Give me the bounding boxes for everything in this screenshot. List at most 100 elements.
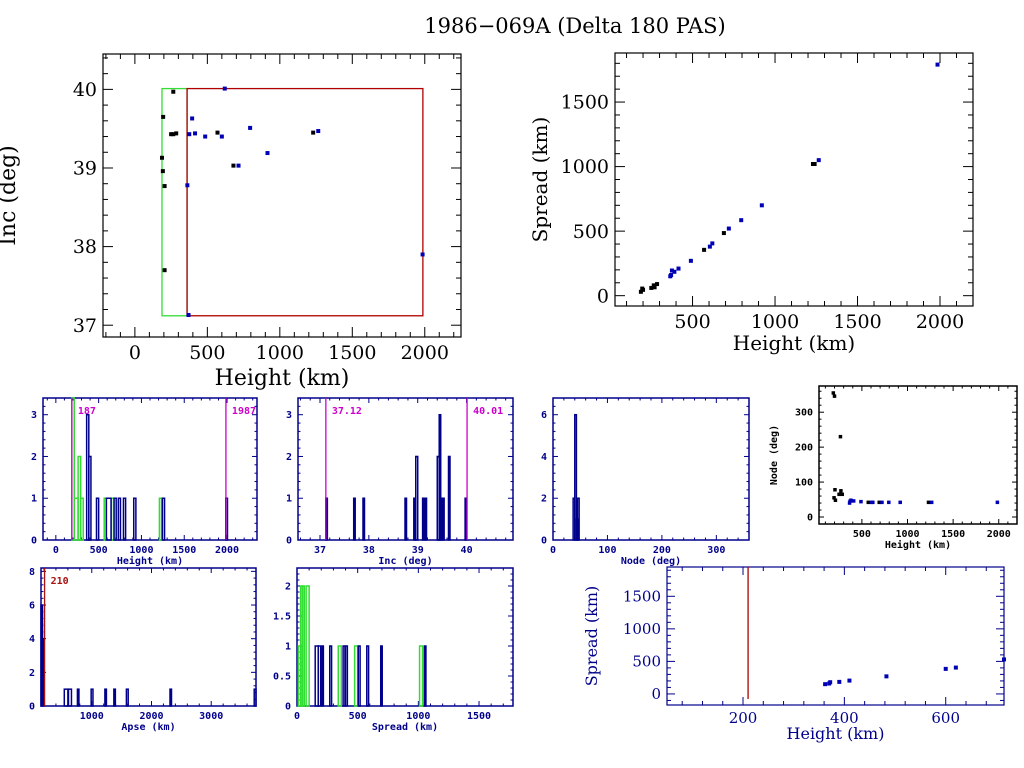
data-point bbox=[710, 241, 715, 246]
x-tick-label: 200 bbox=[653, 545, 671, 556]
x-tick-label: 500 bbox=[853, 529, 871, 540]
histogram-bin bbox=[301, 585, 306, 707]
y-tick-label: 300 bbox=[795, 408, 813, 419]
data-point bbox=[688, 258, 693, 263]
histogram-bin bbox=[305, 585, 310, 707]
x-axis-label: Height (km) bbox=[787, 724, 885, 743]
y-tick-label: 2 bbox=[286, 452, 292, 463]
x-tick-label: 1500 bbox=[172, 545, 196, 556]
y-tick-label: 4 bbox=[541, 452, 547, 463]
x-tick-label: 500 bbox=[674, 311, 710, 333]
plot-frame bbox=[40, 567, 257, 707]
histogram-bin bbox=[113, 688, 117, 707]
y-tick-label: 40 bbox=[73, 79, 97, 101]
data-point bbox=[739, 218, 744, 223]
chart-spread-vs-height-zoom: 200 400 600 0 500 1000 1500 Height (km) Spread (… bbox=[582, 566, 1006, 743]
data-point bbox=[849, 498, 853, 502]
data-point bbox=[236, 163, 241, 168]
y-tick-label: 6 bbox=[29, 601, 35, 612]
data-point bbox=[190, 116, 195, 121]
histogram-bin bbox=[104, 688, 108, 707]
data-point bbox=[726, 226, 731, 231]
histogram-bin bbox=[90, 688, 94, 707]
y-tick-label: 1 bbox=[286, 494, 292, 505]
data-point bbox=[831, 391, 836, 395]
y-axis-label: Node (deg) bbox=[769, 425, 780, 485]
x-tick-label: 2000 bbox=[987, 529, 1011, 540]
red-box bbox=[186, 87, 424, 317]
data-point bbox=[1002, 657, 1006, 662]
data-point bbox=[161, 114, 166, 119]
x-tick-label: 1500 bbox=[328, 342, 376, 364]
histogram-bin bbox=[317, 645, 322, 707]
marker-label: 187 bbox=[78, 406, 96, 417]
x-tick-label: 37 bbox=[314, 545, 326, 556]
x-tick-label: 500 bbox=[90, 545, 108, 556]
histogram-bin bbox=[344, 645, 349, 707]
data-point bbox=[840, 492, 845, 497]
y-tick-label: 1500 bbox=[561, 92, 609, 114]
data-point bbox=[649, 285, 654, 290]
y-tick-label: 0.5 bbox=[273, 672, 291, 683]
data-point bbox=[669, 273, 674, 278]
x-axis-label: Apse (km) bbox=[121, 722, 175, 733]
data-point bbox=[186, 312, 191, 317]
histogram-bin bbox=[574, 413, 578, 541]
data-point bbox=[193, 131, 198, 136]
histogram-bin bbox=[424, 497, 428, 541]
y-tick-label: 0 bbox=[286, 536, 292, 547]
x-tick-label: 0 bbox=[129, 342, 141, 364]
histogram-bin bbox=[297, 645, 302, 707]
x-tick-label: 200 bbox=[729, 709, 758, 727]
y-tick-label: 1 bbox=[31, 494, 37, 505]
chart-apse-histogram: 1000 2000 3000 0 2 4 6 8 Apse (km) 210 bbox=[29, 567, 257, 733]
histogram-bin bbox=[353, 645, 359, 707]
histogram-bin bbox=[576, 497, 580, 541]
histogram-bin bbox=[362, 497, 366, 541]
histogram-bin bbox=[329, 645, 333, 707]
data-point bbox=[832, 496, 836, 500]
y-tick-label: 2 bbox=[31, 452, 37, 463]
histogram-bin bbox=[63, 688, 69, 707]
histogram-bin bbox=[423, 645, 427, 707]
x-axis-label: Node (deg) bbox=[621, 556, 681, 567]
histogram-bin bbox=[404, 497, 408, 541]
x-tick-label: 500 bbox=[189, 342, 225, 364]
figure-title: 1986−069A (Delta 180 PAS) bbox=[424, 14, 726, 38]
data-point bbox=[162, 184, 167, 189]
data-point bbox=[159, 155, 164, 160]
plot-frame bbox=[42, 397, 258, 541]
histogram-bin bbox=[117, 497, 122, 541]
plot-frame bbox=[552, 397, 750, 541]
data-point bbox=[812, 162, 817, 167]
data-point bbox=[837, 492, 841, 497]
data-point bbox=[420, 252, 425, 257]
data-point bbox=[926, 500, 931, 505]
data-point bbox=[877, 500, 881, 505]
x-tick-label: 500 bbox=[349, 711, 367, 722]
x-tick-label: 400 bbox=[830, 709, 859, 727]
y-tick-label: 4 bbox=[29, 634, 35, 645]
marker-label: 210 bbox=[51, 576, 69, 587]
y-tick-label: 0 bbox=[285, 702, 291, 713]
data-point bbox=[171, 89, 176, 94]
x-tick-label: 0 bbox=[294, 711, 300, 722]
x-axis-label: Height (km) bbox=[117, 555, 183, 567]
data-point bbox=[652, 285, 657, 290]
y-tick-label: 39 bbox=[73, 158, 97, 180]
chart-height-histogram: 0 500 1000 1500 2000 0 1 2 3 Height (km) 187 1987 bbox=[31, 397, 258, 567]
chart-inc-vs-height: 0 500 1000 1500 2000 37 38 39 40 Height (km) Inc (… bbox=[0, 53, 462, 391]
histogram-bin bbox=[321, 645, 325, 707]
data-point bbox=[187, 132, 192, 137]
data-point bbox=[838, 434, 843, 439]
x-axis-label: Spread (km) bbox=[372, 722, 438, 733]
y-tick-label: 1500 bbox=[623, 588, 661, 606]
x-tick-label: 2000 bbox=[401, 342, 449, 364]
y-axis-label: Spread (km) bbox=[582, 586, 601, 687]
histogram-bin bbox=[161, 497, 166, 541]
data-point bbox=[655, 282, 660, 287]
data-point bbox=[231, 163, 236, 168]
histogram-bin bbox=[79, 497, 84, 541]
x-tick-label: 100 bbox=[598, 545, 616, 556]
data-point bbox=[222, 86, 227, 91]
